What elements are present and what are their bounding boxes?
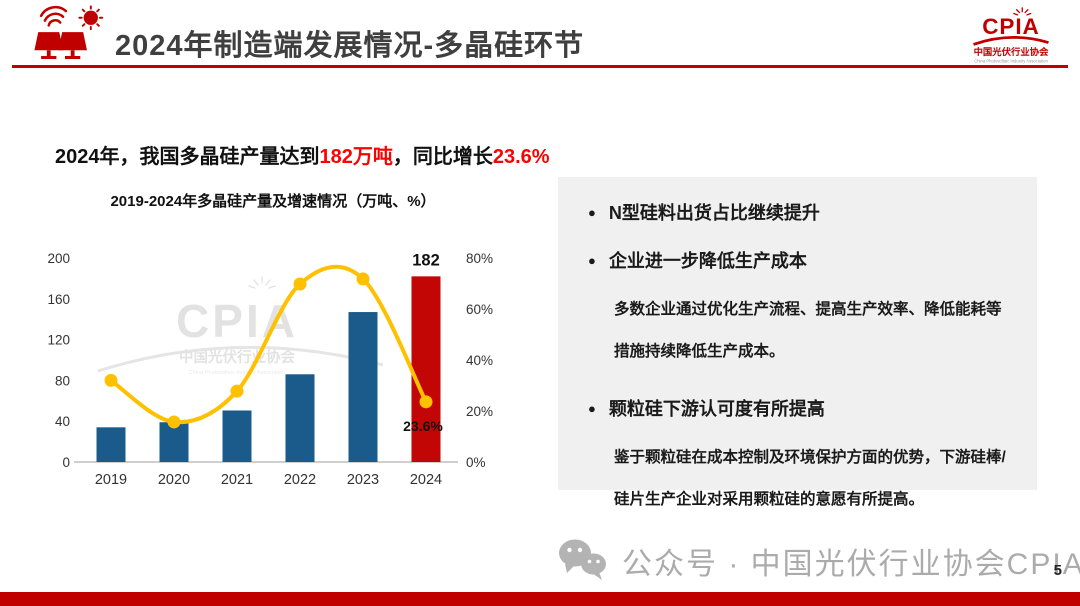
key-points-panel: ● N型硅料出货占比继续提升 ● 企业进一步降低生产成本 多数企业通过优化生产流… (558, 177, 1037, 508)
x-axis-label: 2022 (284, 472, 316, 488)
right-axis-tick: 40% (466, 353, 493, 368)
bar-value-label: 182 (412, 251, 440, 269)
left-axis-tick: 80 (55, 373, 70, 388)
x-axis-label: 2023 (347, 472, 379, 488)
line-marker-2024 (419, 395, 433, 409)
headline-growth-highlight: 23.6% (492, 146, 550, 168)
bullet-body-text: 鉴于颗粒硅在成本控制及环境保护方面的优势，下游硅棒/硅片生产企业对采用颗粒硅的意… (614, 449, 1006, 508)
solar-panel-logo-icon (34, 5, 104, 60)
right-axis-tick: 20% (466, 404, 493, 419)
left-axis-tick: 160 (47, 292, 70, 307)
headline-value-highlight: 182万吨 (319, 146, 393, 168)
bullet-n-type: ● N型硅料出货占比继续提升 (588, 201, 1013, 225)
chart-bar-2020 (159, 422, 189, 462)
x-axis-label: 2019 (95, 472, 127, 488)
watermark-en: China Photovoltaic Industry Association (189, 370, 285, 376)
chart-bar-2021 (222, 410, 252, 462)
line-marker-2022 (293, 277, 307, 291)
watermark-cn: 中国光伏行业协会 (179, 348, 295, 366)
x-axis-label: 2024 (410, 472, 442, 488)
cpia-logo-cn: 中国光伏行业协会 (974, 46, 1050, 57)
page-number: 5 (1053, 562, 1062, 579)
bottom-accent-bar (0, 592, 1080, 606)
line-marker-2023 (356, 272, 370, 286)
bullet-title-text: 颗粒硅下游认可度有所提高 (608, 399, 825, 419)
wechat-icon (559, 539, 606, 580)
footer: 公众号 · 中国光伏行业协会CPIA (558, 538, 1080, 584)
cpia-logo: CPIA 中国光伏行业协会 China Photovoltaic Industr… (973, 7, 1050, 63)
headline-middle: ，同比增长 (392, 146, 493, 168)
cpia-watermark: CPIA 中国光伏行业协会 China Photovoltaic Industr… (97, 276, 384, 376)
left-axis-tick: 0 (62, 455, 70, 470)
bullet-body-text: 多数企业通过优化生产流程、提高生产效率、降低能耗等措施持续降低生产成本。 (614, 301, 1002, 360)
bullet-dot-icon: ● (588, 253, 596, 268)
bullet-granular-silicon: ● 颗粒硅下游认可度有所提高 鉴于颗粒硅在成本控制及环境保护方面的优势，下游硅棒… (588, 397, 1013, 521)
bullet-dot-icon: ● (588, 205, 596, 220)
bullet-dot-icon: ● (588, 401, 596, 416)
watermark-text: CPIA (176, 295, 298, 347)
chart-container: 2019-2024年多晶硅产量及增速情况（万吨、%） CPIA 中国光伏行业协会… (38, 190, 508, 537)
x-axis-label: 2020 (158, 472, 190, 488)
chart-bar-2023 (348, 312, 378, 462)
cpia-logo-en: China Photovoltaic Industry Association (974, 58, 1048, 63)
line-value-label: 23.6% (403, 418, 443, 434)
line-marker-2020 (167, 415, 181, 429)
chart-title: 2019-2024年多晶硅产量及增速情况（万吨、%） (110, 193, 436, 210)
left-axis-tick: 200 (47, 251, 70, 266)
left-axis-tick: 120 (47, 333, 70, 348)
chart-bar-2024 (411, 276, 441, 462)
right-axis-tick: 0% (466, 455, 486, 470)
header-divider (12, 65, 1068, 68)
line-marker-2021 (230, 384, 244, 398)
line-marker-2019 (104, 373, 118, 387)
chart-bar-2022 (285, 374, 315, 462)
chart-bar-2019 (96, 427, 126, 462)
bullet-title-text: 企业进一步降低生产成本 (608, 251, 807, 271)
right-axis-tick: 80% (466, 251, 493, 266)
cpia-logo-text: CPIA (982, 14, 1040, 39)
left-axis-tick: 40 (55, 414, 70, 429)
bullet-cost-reduction: ● 企业进一步降低生产成本 多数企业通过优化生产流程、提高生产效率、降低能耗等措… (588, 249, 1013, 373)
header: 2024年制造端发展情况-多晶硅环节 CPIA 中国光伏行业协会 China P… (0, 0, 1080, 68)
wechat-account-text: 公众号 · 中国光伏行业协会CPIA (622, 548, 1080, 581)
x-axis-label: 2021 (221, 472, 253, 488)
bullet-title-text: N型硅料出货占比继续提升 (608, 203, 820, 223)
right-axis-tick: 60% (466, 302, 493, 317)
combo-chart: CPIA 中国光伏行业协会 China Photovoltaic Industr… (47, 251, 493, 488)
headline-prefix: 2024年，我国多晶硅产量达到 (55, 146, 320, 168)
page-title: 2024年制造端发展情况-多晶硅环节 (115, 30, 585, 62)
headline: 2024年，我国多晶硅产量达到182万吨，同比增长23.6% (55, 140, 550, 169)
